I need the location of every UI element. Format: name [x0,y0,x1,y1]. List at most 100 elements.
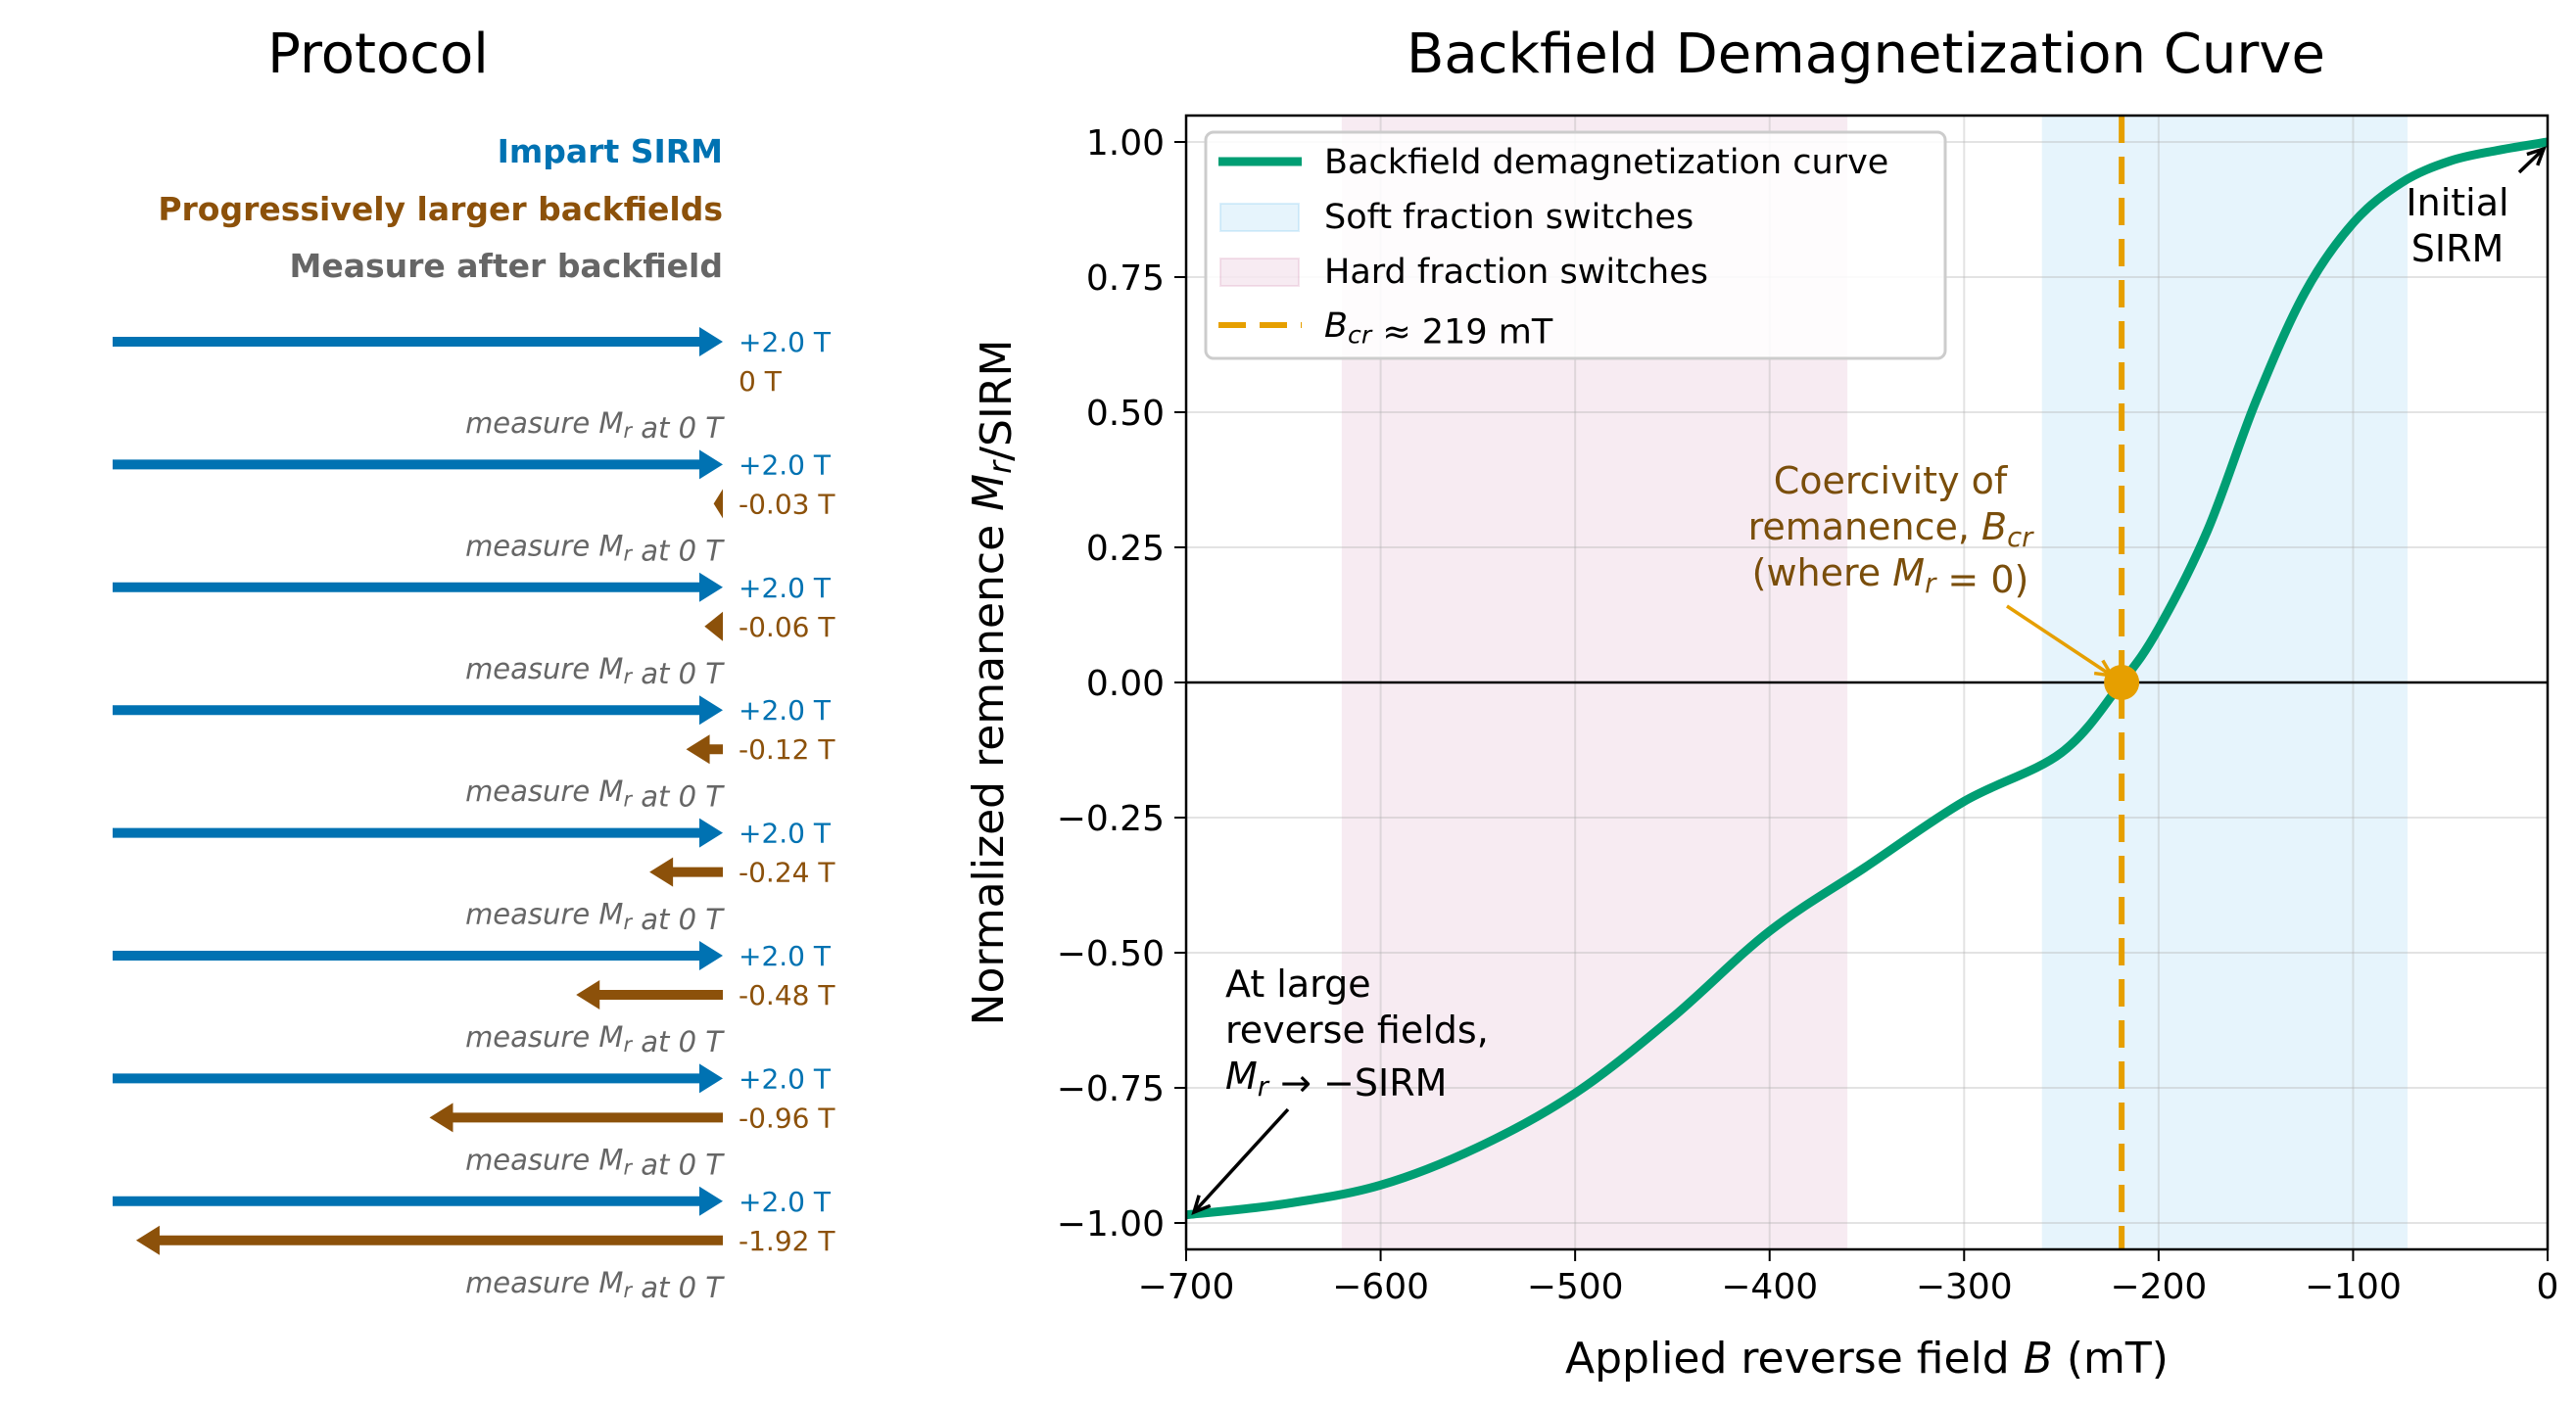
sirm-arrow [113,941,723,970]
subscript: r [623,787,633,811]
text-span: at 0 T [632,1149,725,1182]
text-span: Normalized remanence [964,511,1014,1026]
measure-label: measure Mr at 0 T [465,898,725,936]
sirm-arrow [113,572,723,602]
y-tick-label: −0.50 [1057,934,1165,974]
backfield-label: -0.96 T [739,1102,835,1134]
legend-label: Soft fraction switches [1324,198,1693,237]
arrow-bcr [2006,604,2113,678]
protocol-step: +2.0 T -0.12 T measure Mr at 0 T [113,694,835,813]
sirm-label: +2.0 T [739,572,832,604]
x-tick-label: −300 [1916,1267,2013,1307]
sirm-label: +2.0 T [739,694,832,727]
legend-swatch-region [1219,203,1300,232]
measure-label: measure Mr at 0 T [465,652,725,690]
backfield-label: -0.12 T [739,733,835,766]
text-span: (mT) [2053,1334,2169,1384]
subscript: r [623,1033,633,1057]
symbol: M [598,406,623,440]
y-tick-label: −0.25 [1057,799,1165,839]
annotation-large-fields: At large [1225,963,1371,1006]
annotation-initial-sirm: SIRM [2411,227,2504,270]
text-span: at 0 T [632,535,725,568]
x-tick-label: −600 [1332,1267,1429,1307]
annotation-large-fields: reverse fields, [1225,1009,1489,1052]
subscript: r [623,665,633,688]
protocol-step: +2.0 T -0.96 T measure Mr at 0 T [113,1062,835,1182]
symbol: M [598,529,623,562]
backfield-arrow [649,857,723,887]
backfield-arrow [686,734,723,765]
sirm-arrow [113,695,723,726]
x-tick-label: −500 [1527,1267,1624,1307]
subscript: r [623,419,633,443]
arrow-large-fields [1192,1107,1290,1214]
sirm-arrow [113,818,723,848]
annotation-bcr: remanence, Bcr [1748,505,2035,553]
sirm-label: +2.0 T [739,1062,832,1095]
text-span: At large [1225,963,1371,1006]
y-tick-label: 0.50 [1086,394,1165,434]
legend: Backfield demagnetization curve Soft frac… [1204,130,1947,360]
subscript: r [1258,1072,1270,1103]
text-span: measure [465,1020,598,1054]
symbol: M [964,474,1014,511]
annotation-large-fields: Mr → −SIRM [1225,1055,1447,1104]
y-tick-label: 0.00 [1086,664,1165,704]
text-span: remanence, [1748,505,1981,548]
symbol: M [1225,1055,1258,1098]
measure-label: measure Mr at 0 T [465,1020,725,1058]
measure-label: measure Mr at 0 T [465,775,725,813]
text-span: measure [465,529,598,562]
legend-box [1204,130,1947,360]
text-span: measure [465,652,598,685]
subscript: r [623,911,633,934]
chart-title: Backfield Demagnetization Curve [1407,23,2325,86]
text-span: measure [465,898,598,931]
symbol: M [598,1266,623,1299]
measure-label: measure Mr at 0 T [465,406,725,445]
sirm-label: +2.0 T [739,448,832,481]
sirm-label: +2.0 T [739,940,832,972]
subscript: r [983,459,1019,474]
text-span: → −SIRM [1268,1061,1447,1104]
subscript: r [1925,569,1937,599]
text-span: /SIRM [972,340,1022,461]
annotation-bcr: Coercivity of [1774,459,2009,502]
text-span: at 0 T [632,657,725,690]
backfield-label: -0.24 T [739,857,835,889]
text-span: at 0 T [632,411,725,445]
text-span: measure [465,1143,598,1176]
text-span: at 0 T [632,1025,725,1058]
backfield-label: -0.03 T [739,488,835,520]
symbol: B [1981,505,2007,548]
text-span: at 0 T [632,1271,725,1304]
symbol: B [2024,1334,2053,1384]
text-span: reverse fields, [1225,1009,1489,1052]
symbol: B [1324,306,1348,346]
symbol: M [598,1143,623,1176]
y-tick-label: −1.00 [1057,1204,1165,1245]
text-span: Coercivity of [1774,459,2009,502]
measure-label: measure Mr at 0 T [465,1266,725,1304]
arrow-large-fields-head [1191,1195,1212,1215]
annotation-initial-sirm: Initial [2406,181,2508,224]
symbol: M [1892,551,1925,594]
x-tick-label: 0 [2537,1267,2559,1307]
text-span: Backfield demagnetization curve [1324,143,1888,182]
measure-label: measure Mr at 0 T [465,529,725,567]
y-axis-label: Normalized remanence Mr/SIRM [964,340,1022,1026]
legend-swatch-region [1219,258,1300,287]
protocol-step: +2.0 T -0.06 T measure Mr at 0 T [113,572,835,690]
subscript: cr [2007,523,2034,553]
symbol: M [598,775,623,808]
subscript: r [623,1279,633,1302]
protocol-step: +2.0 T -0.48 T measure Mr at 0 T [113,940,835,1058]
sirm-arrow [113,1063,723,1094]
x-tick-label: −400 [1721,1267,1818,1307]
text-span: Hard fraction switches [1324,253,1708,292]
x-tick-label: −100 [2305,1267,2402,1307]
backfield-arrow [135,1225,723,1255]
legend-label: Backfield demagnetization curve [1324,143,1888,182]
